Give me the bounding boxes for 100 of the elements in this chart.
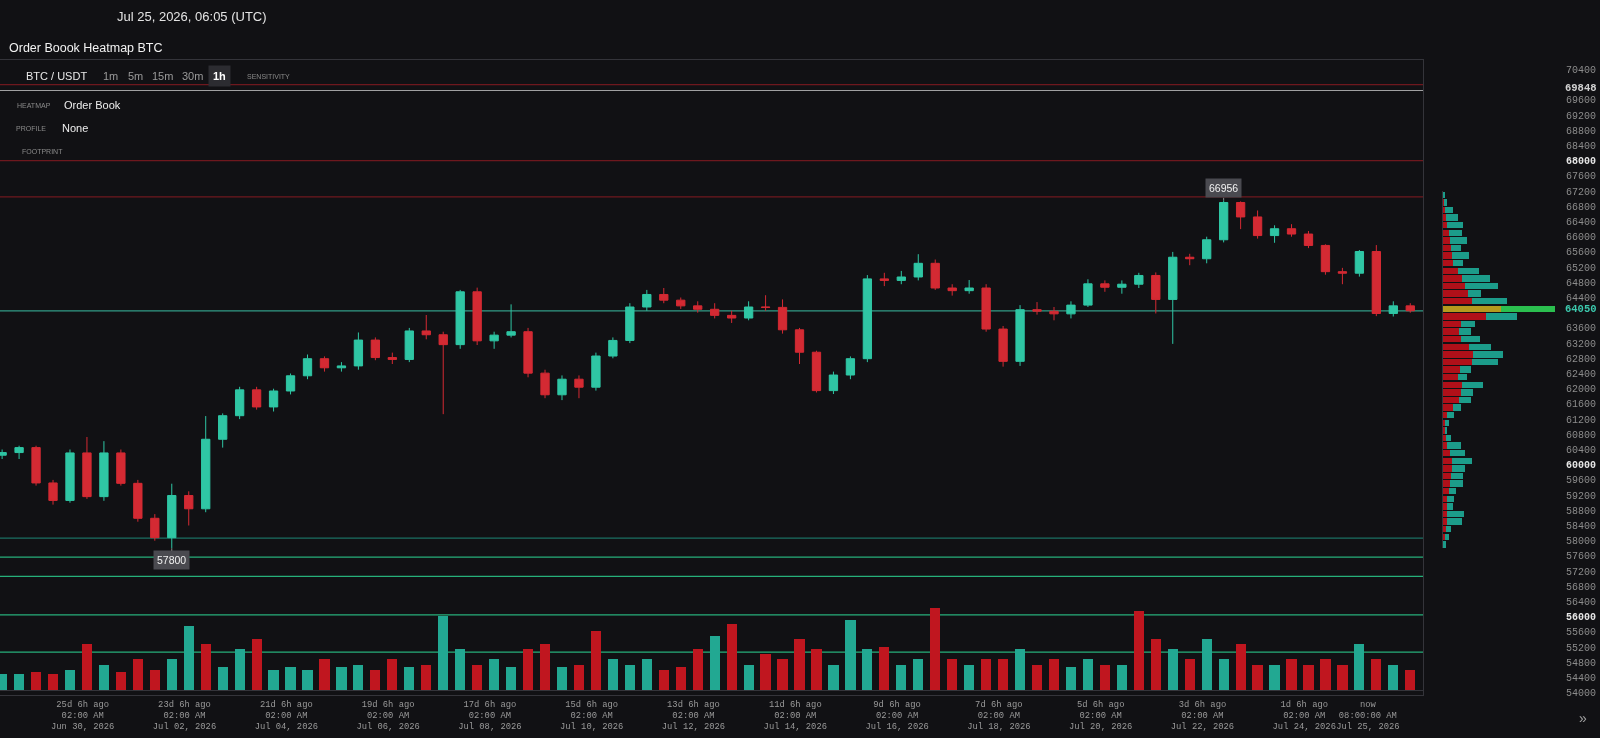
bar [1099,664,1110,690]
candlestick [913,253,923,281]
candlestick [1252,209,1263,240]
bar [455,649,466,690]
candlestick [964,279,974,295]
y-tick-label: 58800 [1566,505,1597,517]
bar [556,667,568,690]
y-tick-label: 66400 [1566,217,1597,229]
chart-title: Order Boook Heatmap BTC [9,41,163,56]
candlestick [455,289,465,350]
y-tick-label: 55200 [1566,642,1597,654]
candlestick [862,274,873,363]
candlestick [1100,279,1110,293]
candlestick [625,302,635,344]
bar [81,644,93,690]
candlestick [1337,267,1348,285]
candlestick [1015,304,1025,367]
bar [1405,669,1416,690]
y-tick-label: 68800 [1566,125,1597,137]
bar [217,667,228,690]
x-tick-label: 25d 6h ago 02:00 AM Jun 30, 2026 [51,699,115,733]
ref-line-label: 69848 [1565,82,1597,94]
candlestick [1083,278,1093,308]
bar [200,644,211,690]
candlestick [285,373,296,395]
candlestick [99,440,109,502]
bar [353,664,364,690]
candlestick [353,331,364,371]
bar [1031,664,1043,690]
bar [234,649,245,690]
bar [1167,649,1178,690]
bar [472,664,483,690]
candlestick [710,302,720,319]
bar [845,620,856,690]
bar [506,667,517,690]
bar [1048,658,1060,690]
text: » [1579,710,1587,726]
candlestick [1049,306,1059,321]
bar [370,669,381,690]
y-tick-label: 54800 [1566,657,1597,669]
candlestick [116,449,126,487]
candlestick [31,445,41,487]
candlestick [438,331,448,415]
annotation: Order Book [64,99,121,111]
y-tick-label: 67600 [1566,171,1597,183]
candlestick [1202,236,1212,264]
candlestick [319,355,330,373]
candlestick [1151,271,1161,314]
bar [1354,644,1365,690]
bar [981,658,992,690]
candlestick [947,283,957,297]
annotation: 57800 [157,554,187,566]
y-tick-label: 68000 [1566,156,1597,168]
candlestick [1134,272,1144,289]
candlestick [794,327,805,365]
y-tick-label: 64800 [1566,277,1597,289]
candlestick [1219,199,1229,243]
candlestick [1388,300,1398,318]
candlestick [676,297,686,310]
candlestick [811,350,822,394]
candlestick [574,374,584,399]
annotation: 1m [103,70,119,82]
candlestick [82,436,92,500]
x-tick-label: 11d 6h ago 02:00 AM Jul 14, 2026 [763,699,827,733]
candlestick [1117,279,1127,295]
bar [14,673,25,690]
bar [828,664,839,690]
bar [1303,664,1314,690]
bar [1150,639,1161,690]
candlestick [777,298,788,335]
candlestick [608,336,618,359]
candlestick [743,300,754,321]
candlestick [234,386,245,420]
bar [641,658,652,690]
bar [387,658,398,690]
bar [132,658,143,690]
y-tick-label: 58400 [1566,521,1597,533]
candlestick [506,303,516,338]
bar [30,671,42,690]
bar [675,667,686,690]
y-tick-label: 54400 [1566,673,1597,685]
bar [658,669,669,690]
bar [879,647,890,690]
x-tick-label: 19d 6h ago 02:00 AM Jul 06, 2026 [356,699,420,733]
candlestick [981,283,991,333]
bar [760,653,771,690]
bar [726,623,737,690]
candlestick [1303,230,1314,249]
y-tick-label: 65600 [1566,247,1597,259]
bar [438,616,449,690]
candlestick [998,325,1008,368]
candlestick [1354,249,1365,278]
y-tick-label: 68400 [1566,141,1597,152]
candlestick [540,369,550,399]
bar [743,664,754,690]
bar [1443,305,1502,313]
candlestick [167,483,177,549]
y-tick-label: 60000 [1566,460,1597,472]
bar [947,658,958,690]
candlestick [1405,302,1415,314]
